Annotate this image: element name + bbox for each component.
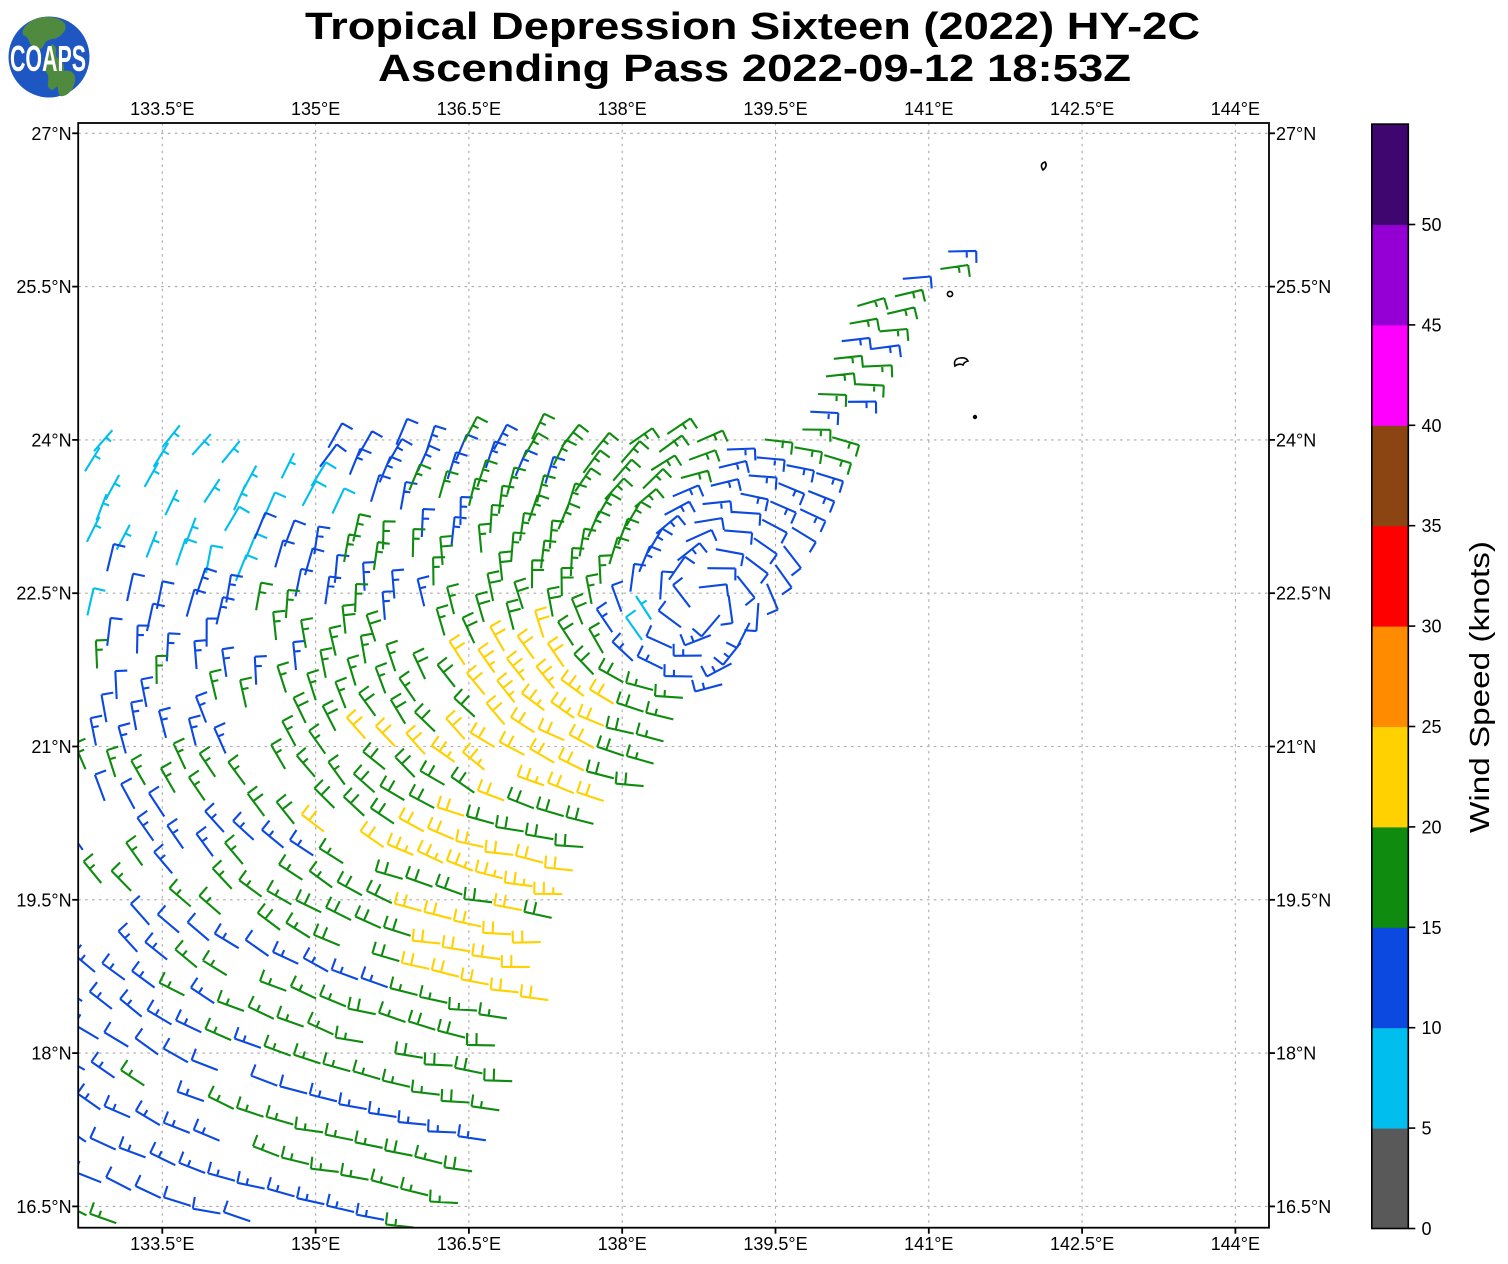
svg-text:141°E: 141°E	[904, 1234, 953, 1254]
svg-text:Ascending Pass 2022-09-12 18:5: Ascending Pass 2022-09-12 18:53Z	[378, 48, 1131, 90]
svg-text:30: 30	[1422, 617, 1442, 637]
svg-text:40: 40	[1422, 416, 1442, 436]
svg-text:133.5°E: 133.5°E	[130, 1234, 194, 1254]
svg-text:5: 5	[1422, 1119, 1432, 1139]
svg-text:21°N: 21°N	[31, 737, 71, 757]
svg-text:18°N: 18°N	[31, 1044, 71, 1064]
svg-text:136.5°E: 136.5°E	[437, 99, 501, 119]
svg-text:141°E: 141°E	[904, 99, 953, 119]
svg-text:10: 10	[1422, 1018, 1442, 1038]
svg-text:18°N: 18°N	[1276, 1044, 1316, 1064]
svg-text:20: 20	[1422, 817, 1442, 837]
svg-text:Wind Speed (knots): Wind Speed (knots)	[1464, 541, 1495, 833]
svg-text:139.5°E: 139.5°E	[743, 1234, 807, 1254]
svg-text:144°E: 144°E	[1211, 1234, 1260, 1254]
svg-text:21°N: 21°N	[1276, 737, 1316, 757]
svg-text:24°N: 24°N	[31, 430, 71, 450]
svg-text:142.5°E: 142.5°E	[1050, 1234, 1114, 1254]
svg-text:138°E: 138°E	[598, 1234, 647, 1254]
svg-text:22.5°N: 22.5°N	[16, 584, 71, 604]
svg-text:27°N: 27°N	[1276, 124, 1316, 144]
svg-text:25.5°N: 25.5°N	[1276, 277, 1331, 297]
svg-text:135°E: 135°E	[291, 1234, 340, 1254]
svg-text:COAPS: COAPS	[10, 38, 86, 79]
svg-text:138°E: 138°E	[598, 99, 647, 119]
svg-text:35: 35	[1422, 516, 1442, 536]
svg-text:16.5°N: 16.5°N	[16, 1197, 71, 1217]
svg-text:139.5°E: 139.5°E	[743, 99, 807, 119]
svg-text:50: 50	[1422, 215, 1442, 235]
svg-text:19.5°N: 19.5°N	[16, 890, 71, 910]
svg-text:22.5°N: 22.5°N	[1276, 584, 1331, 604]
svg-text:Tropical Depression Sixteen (2: Tropical Depression Sixteen (2022) HY-2C	[305, 6, 1200, 48]
svg-text:133.5°E: 133.5°E	[130, 99, 194, 119]
svg-text:136.5°E: 136.5°E	[437, 1234, 501, 1254]
svg-text:135°E: 135°E	[291, 99, 340, 119]
svg-text:25: 25	[1422, 717, 1442, 737]
svg-text:15: 15	[1422, 918, 1442, 938]
svg-text:144°E: 144°E	[1211, 99, 1260, 119]
svg-text:142.5°E: 142.5°E	[1050, 99, 1114, 119]
svg-text:27°N: 27°N	[31, 124, 71, 144]
svg-text:24°N: 24°N	[1276, 430, 1316, 450]
svg-text:0: 0	[1422, 1219, 1432, 1239]
svg-text:25.5°N: 25.5°N	[16, 277, 71, 297]
svg-text:16.5°N: 16.5°N	[1276, 1197, 1331, 1217]
svg-text:45: 45	[1422, 315, 1442, 335]
svg-text:19.5°N: 19.5°N	[1276, 890, 1331, 910]
